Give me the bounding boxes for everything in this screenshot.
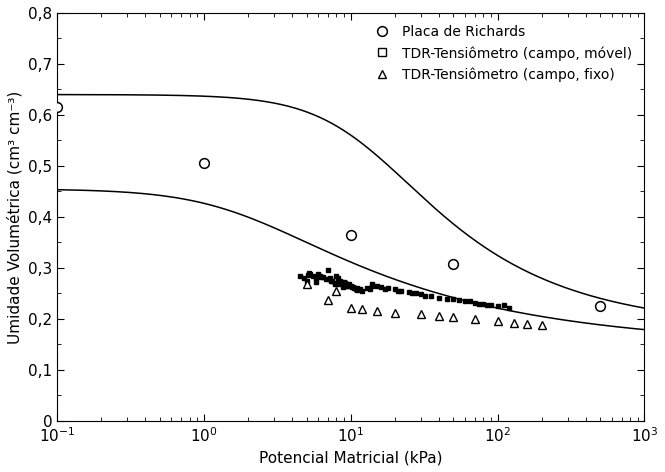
TDR-Tensiômetro (campo, móvel) (324, 268, 332, 273)
TDR-Tensiômetro (campo, fixo) (417, 311, 425, 317)
TDR-Tensiômetro (campo, fixo) (358, 306, 366, 312)
TDR-Tensiômetro (campo, móvel) (461, 298, 469, 303)
TDR-Tensiômetro (campo, móvel) (505, 305, 513, 311)
TDR-Tensiômetro (campo, móvel) (304, 272, 312, 278)
X-axis label: Potencial Matricial (kPa): Potencial Matricial (kPa) (259, 450, 442, 465)
TDR-Tensiômetro (campo, fixo) (510, 320, 518, 326)
Line: TDR-Tensiômetro (campo, fixo): TDR-Tensiômetro (campo, fixo) (303, 280, 546, 329)
Y-axis label: Umidade Volumétrica (cm³ cm⁻³): Umidade Volumétrica (cm³ cm⁻³) (7, 90, 23, 344)
TDR-Tensiômetro (campo, fixo) (372, 309, 380, 314)
TDR-Tensiômetro (campo, móvel) (340, 279, 348, 285)
TDR-Tensiômetro (campo, fixo) (493, 318, 501, 324)
TDR-Tensiômetro (campo, fixo) (450, 314, 458, 320)
TDR-Tensiômetro (campo, móvel) (338, 281, 346, 287)
TDR-Tensiômetro (campo, fixo) (391, 310, 399, 316)
TDR-Tensiômetro (campo, fixo) (538, 322, 546, 328)
Line: TDR-Tensiômetro (campo, móvel): TDR-Tensiômetro (campo, móvel) (298, 269, 511, 310)
Line: Placa de Richards: Placa de Richards (53, 102, 665, 319)
TDR-Tensiômetro (campo, fixo) (523, 321, 531, 327)
TDR-Tensiômetro (campo, móvel) (296, 273, 304, 278)
Legend: Placa de Richards, TDR-Tensiômetro (campo, móvel), TDR-Tensiômetro (campo, fixo): Placa de Richards, TDR-Tensiômetro (camp… (368, 20, 637, 88)
TDR-Tensiômetro (campo, móvel) (456, 297, 464, 303)
TDR-Tensiômetro (campo, fixo) (435, 313, 443, 319)
TDR-Tensiômetro (campo, fixo) (324, 297, 332, 303)
Placa de Richards (596, 303, 604, 309)
TDR-Tensiômetro (campo, fixo) (332, 288, 340, 294)
Placa de Richards (450, 261, 458, 267)
TDR-Tensiômetro (campo, móvel) (356, 287, 364, 292)
TDR-Tensiômetro (campo, fixo) (346, 305, 354, 311)
Placa de Richards (53, 104, 61, 110)
TDR-Tensiômetro (campo, fixo) (303, 281, 311, 287)
Placa de Richards (200, 160, 208, 166)
Placa de Richards (346, 232, 354, 237)
TDR-Tensiômetro (campo, móvel) (368, 284, 376, 289)
TDR-Tensiômetro (campo, fixo) (471, 316, 479, 322)
